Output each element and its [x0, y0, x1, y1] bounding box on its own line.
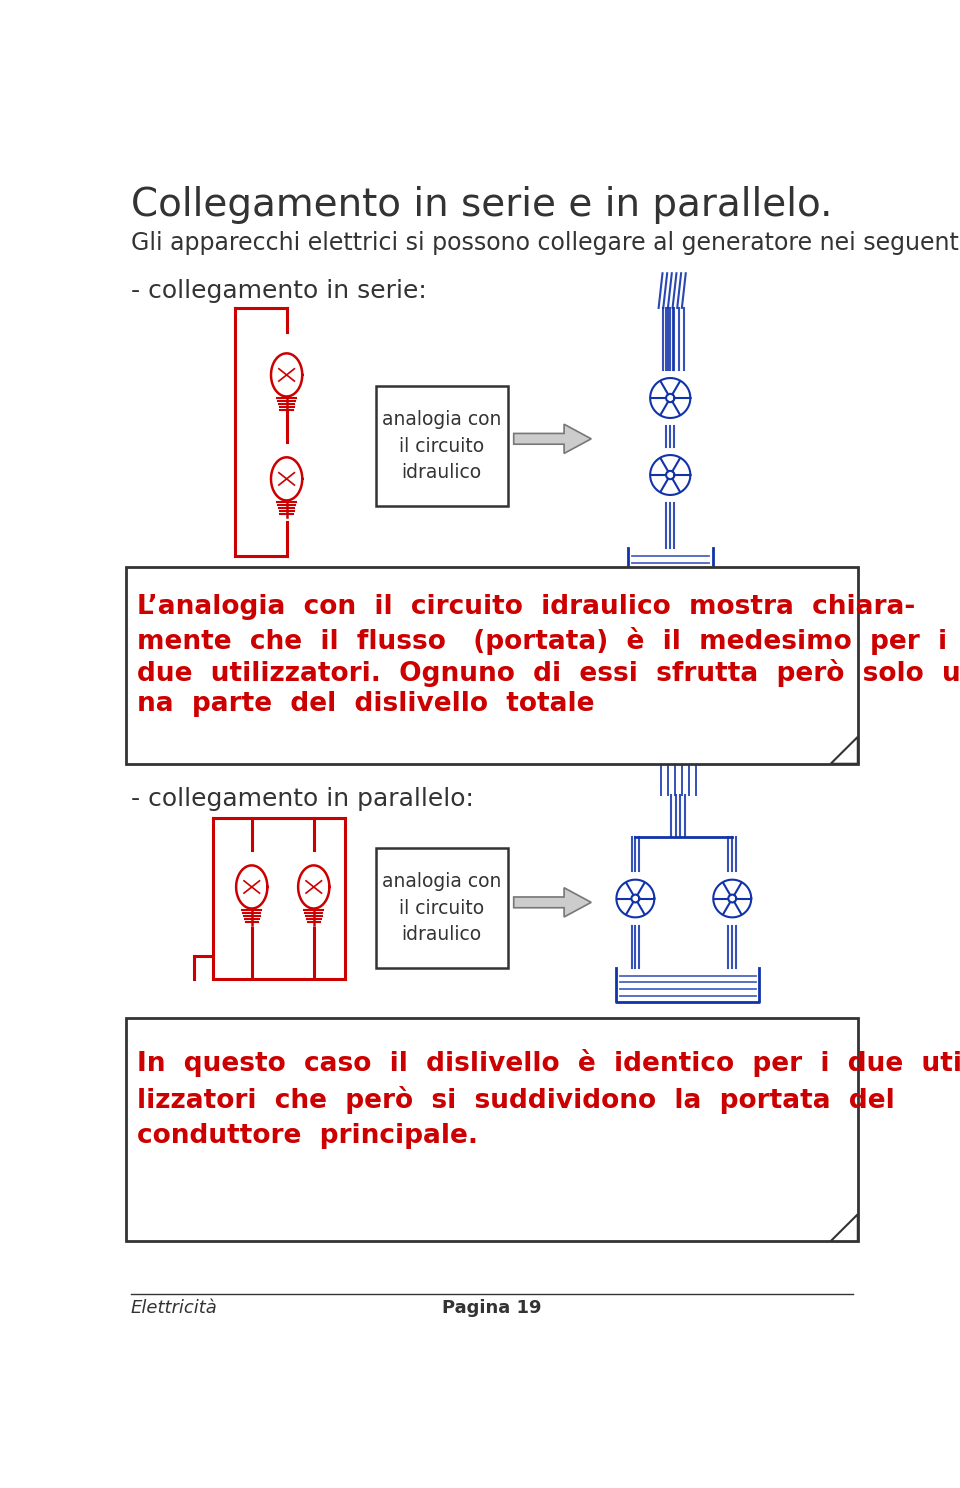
Text: conduttore  principale.: conduttore principale.: [137, 1122, 478, 1149]
Text: analogia con
il circuito
idraulico: analogia con il circuito idraulico: [382, 411, 501, 482]
Text: - collegamento in parallelo:: - collegamento in parallelo:: [131, 787, 473, 811]
Bar: [375, 387, 508, 506]
Text: Collegamento in serie e in parallelo.: Collegamento in serie e in parallelo.: [131, 186, 832, 225]
Bar: [375, 848, 508, 967]
Polygon shape: [514, 888, 591, 917]
Text: lizzatori  che  però  si  suddividono  la  portata  del: lizzatori che però si suddividono la por…: [137, 1086, 895, 1113]
Text: In  questo  caso  il  dislivello  è  identico  per  i  due  uti-: In questo caso il dislivello è identico …: [137, 1049, 960, 1077]
Text: Pagina 19: Pagina 19: [443, 1299, 541, 1317]
Text: analogia con
il circuito
idraulico: analogia con il circuito idraulico: [382, 872, 501, 943]
Text: na  parte  del  dislivello  totale: na parte del dislivello totale: [137, 692, 594, 717]
Text: due  utilizzatori.  Ognuno  di  essi  sfrutta  però  solo  u-: due utilizzatori. Ognuno di essi sfrutta…: [137, 659, 960, 687]
Polygon shape: [514, 424, 591, 454]
Bar: [126, 1018, 858, 1241]
Text: Gli apparecchi elettrici si possono collegare al generatore nei seguenti modi:: Gli apparecchi elettrici si possono coll…: [131, 231, 960, 254]
Text: - collegamento in serie:: - collegamento in serie:: [131, 278, 426, 302]
Bar: [126, 567, 858, 763]
Text: mente  che  il  flusso   (portata)  è  il  medesimo  per  i: mente che il flusso (portata) è il medes…: [137, 626, 948, 655]
Polygon shape: [830, 737, 858, 763]
Text: Elettricità: Elettricità: [131, 1299, 218, 1317]
Polygon shape: [830, 1214, 858, 1241]
Text: L’analogia  con  il  circuito  idraulico  mostra  chiara-: L’analogia con il circuito idraulico mos…: [137, 594, 915, 620]
